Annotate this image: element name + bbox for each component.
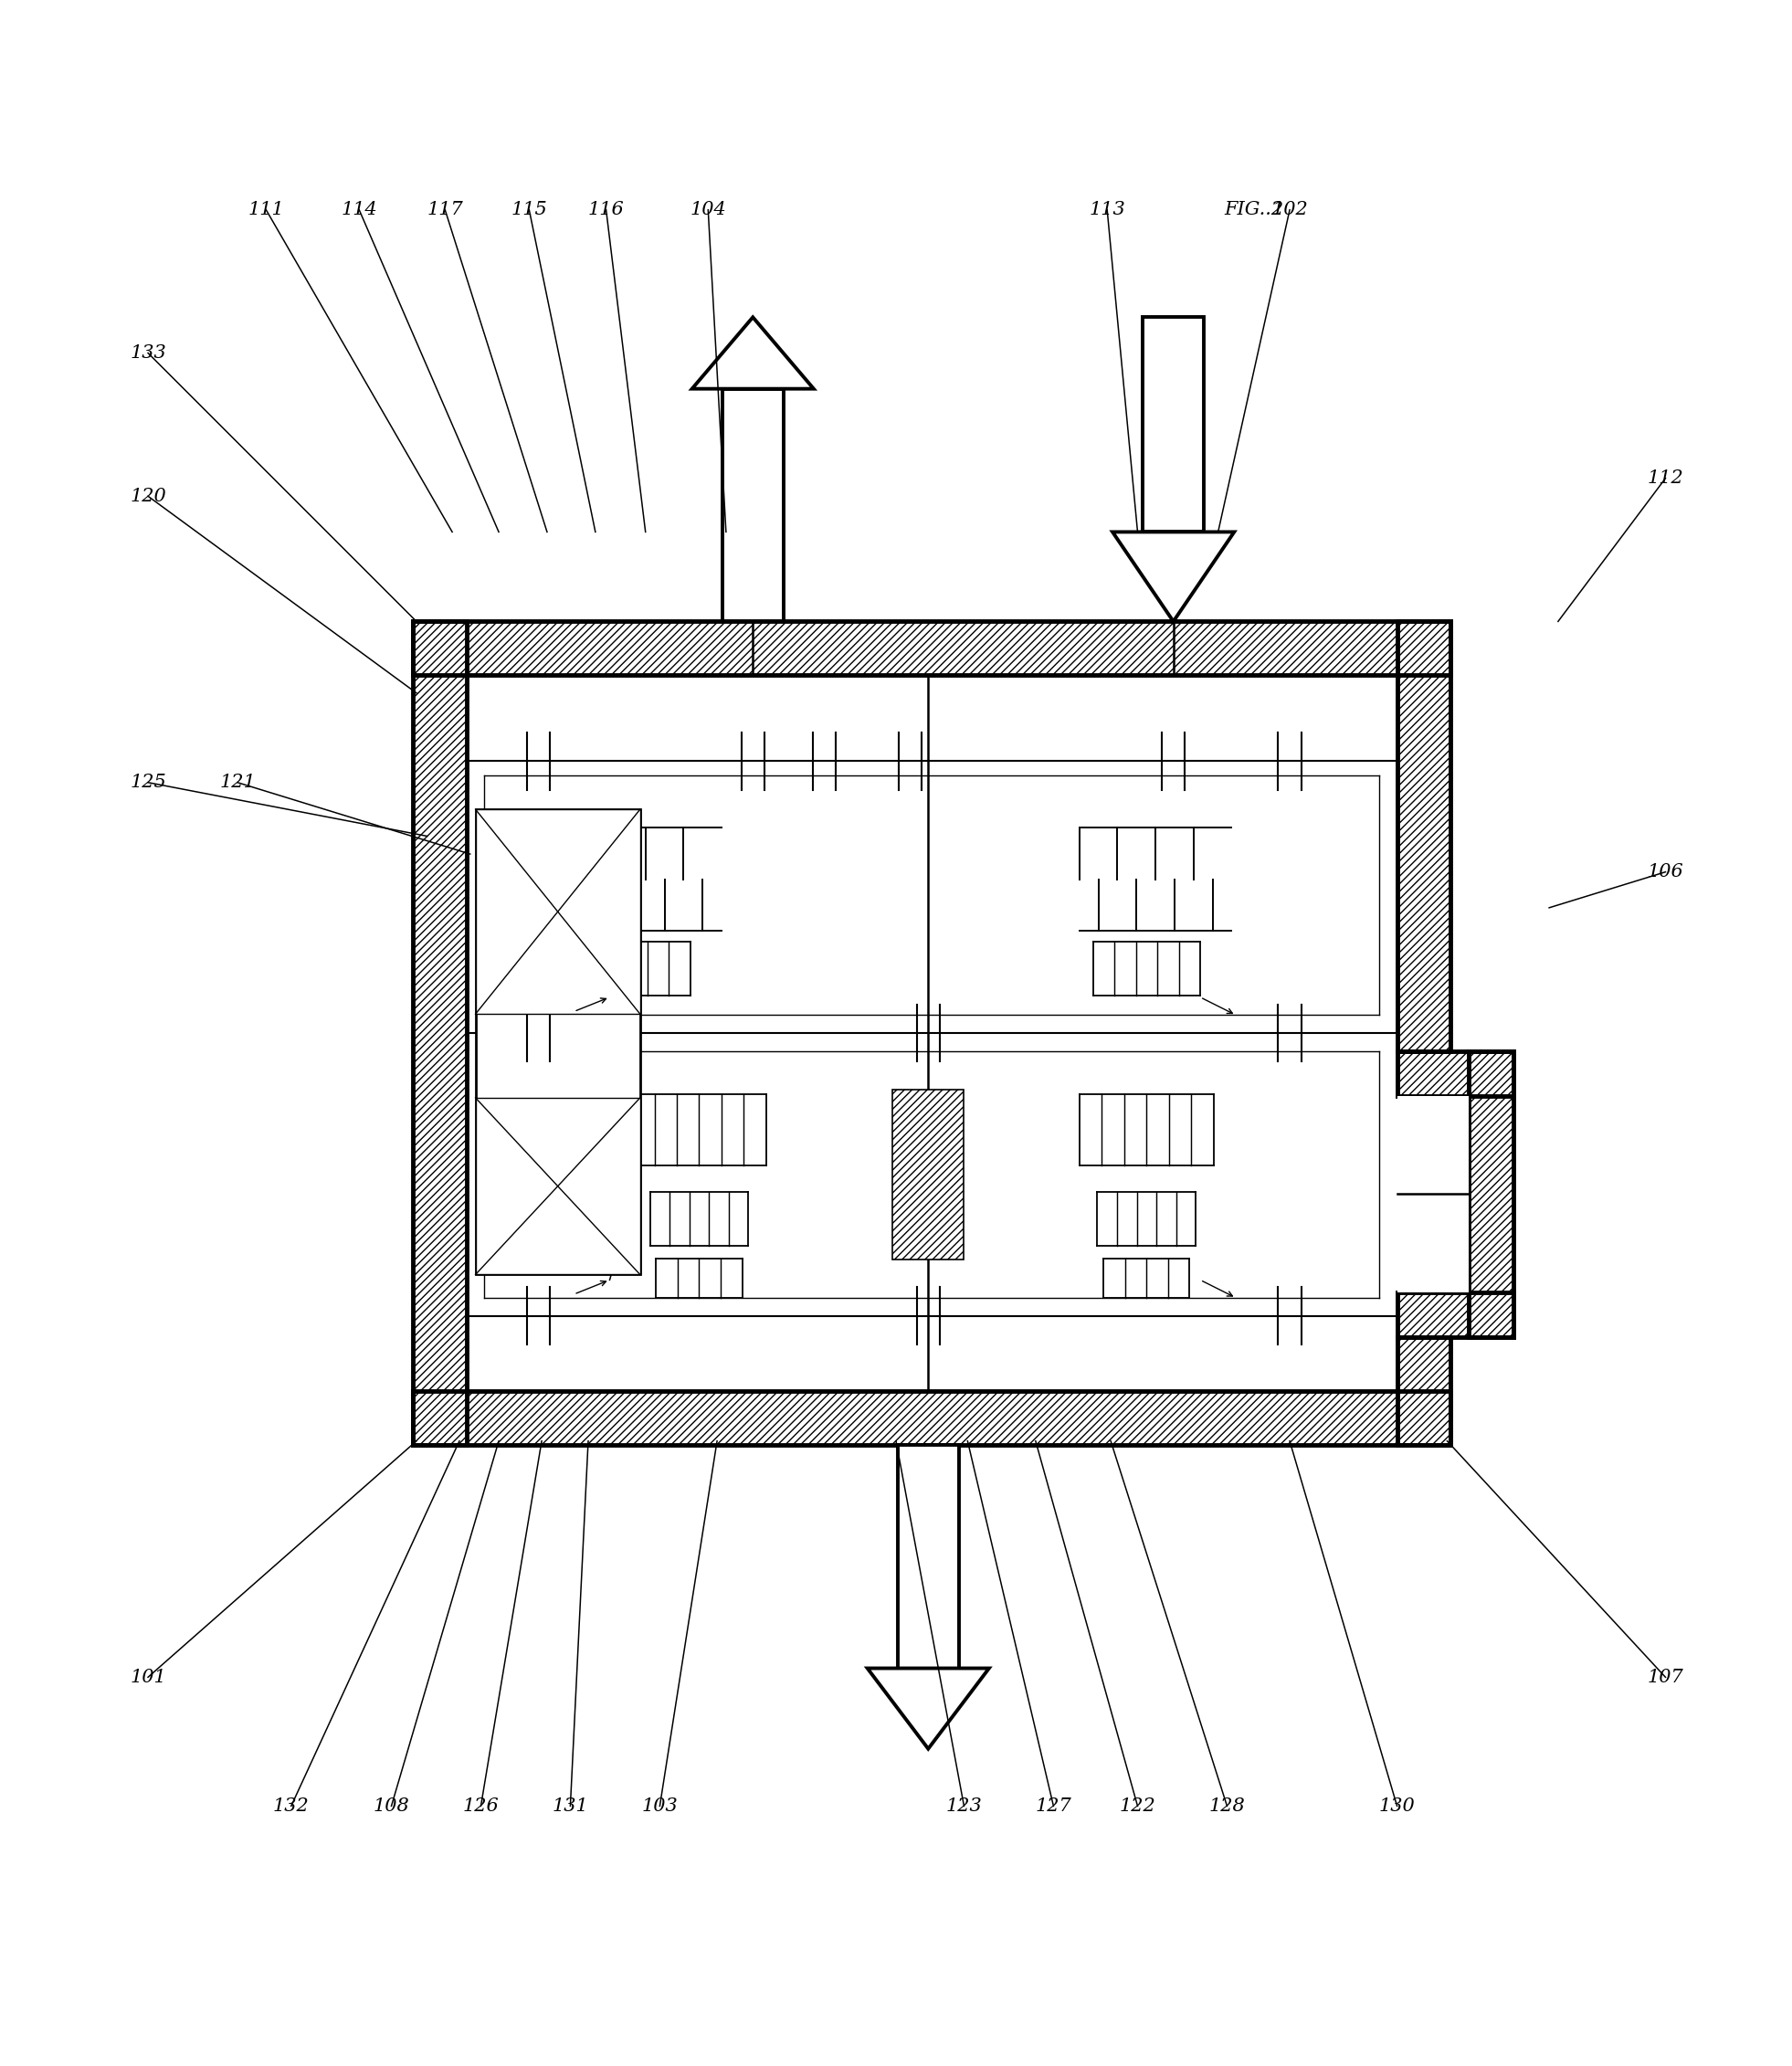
Bar	[1398, 622, 1452, 1052]
Bar	[1398, 1293, 1514, 1337]
Bar	[1398, 1337, 1452, 1444]
Bar	[1398, 1052, 1514, 1095]
Bar	[898, 1444, 959, 1667]
Text: 101: 101	[129, 1669, 167, 1686]
Polygon shape	[1113, 531, 1235, 622]
Text: 113: 113	[1090, 200, 1125, 219]
Bar	[1398, 1095, 1469, 1293]
Text: 111: 111	[247, 200, 285, 219]
Text: 125: 125	[129, 775, 167, 791]
Polygon shape	[867, 1667, 989, 1748]
Text: 115: 115	[511, 200, 547, 219]
Bar	[722, 388, 783, 622]
Bar	[475, 810, 640, 1275]
Text: 130: 130	[1378, 1797, 1416, 1814]
Bar	[1398, 1052, 1514, 1095]
Text: 106: 106	[1647, 864, 1684, 880]
Bar	[1398, 1337, 1452, 1444]
Bar	[475, 1097, 640, 1275]
Text: 132: 132	[272, 1797, 310, 1814]
Bar	[1398, 622, 1452, 1052]
Bar	[412, 622, 466, 1444]
Text: FIG..2: FIG..2	[1224, 200, 1283, 219]
Bar	[466, 676, 1398, 1390]
Text: 102: 102	[1272, 200, 1308, 219]
Bar	[1469, 1052, 1514, 1337]
Polygon shape	[692, 318, 814, 388]
Bar	[1143, 318, 1204, 531]
Text: 126: 126	[462, 1797, 498, 1814]
Text: 121: 121	[219, 775, 256, 791]
Text: 128: 128	[1210, 1797, 1245, 1814]
Text: 122: 122	[1120, 1797, 1156, 1814]
Text: 112: 112	[1647, 469, 1684, 488]
Text: 127: 127	[1036, 1797, 1072, 1814]
Bar	[475, 810, 640, 1014]
Bar	[412, 1390, 1452, 1444]
Bar	[412, 622, 466, 1444]
Text: 131: 131	[552, 1797, 588, 1814]
Bar	[1398, 1293, 1514, 1337]
Text: 117: 117	[426, 200, 462, 219]
Text: 114: 114	[340, 200, 378, 219]
Bar	[1469, 1052, 1514, 1337]
Bar	[412, 1390, 1452, 1444]
Bar	[892, 1089, 964, 1260]
Text: 107: 107	[1647, 1669, 1684, 1686]
Text: 133: 133	[129, 345, 167, 362]
Text: 120: 120	[129, 488, 167, 504]
Text: 104: 104	[690, 200, 726, 219]
Text: 108: 108	[373, 1797, 410, 1814]
Bar	[412, 622, 1452, 676]
Text: 123: 123	[946, 1797, 982, 1814]
Bar	[412, 622, 1452, 676]
Text: 103: 103	[642, 1797, 677, 1814]
Text: 116: 116	[588, 200, 624, 219]
